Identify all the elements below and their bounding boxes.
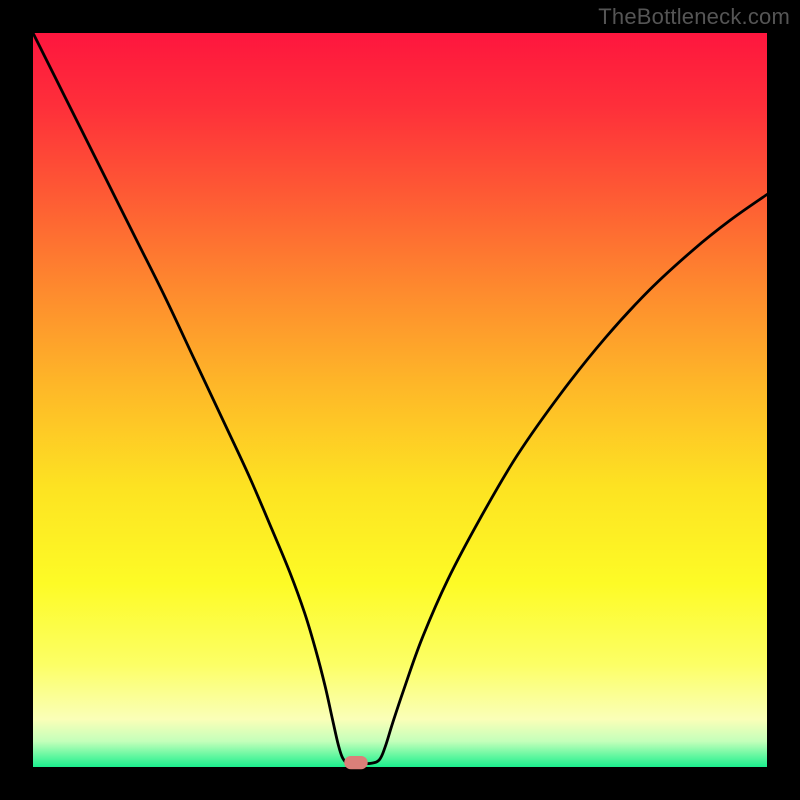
bottleneck-chart	[0, 0, 800, 800]
gradient-background	[33, 33, 767, 767]
optimal-point-marker	[344, 756, 367, 769]
source-watermark: TheBottleneck.com	[598, 4, 790, 30]
